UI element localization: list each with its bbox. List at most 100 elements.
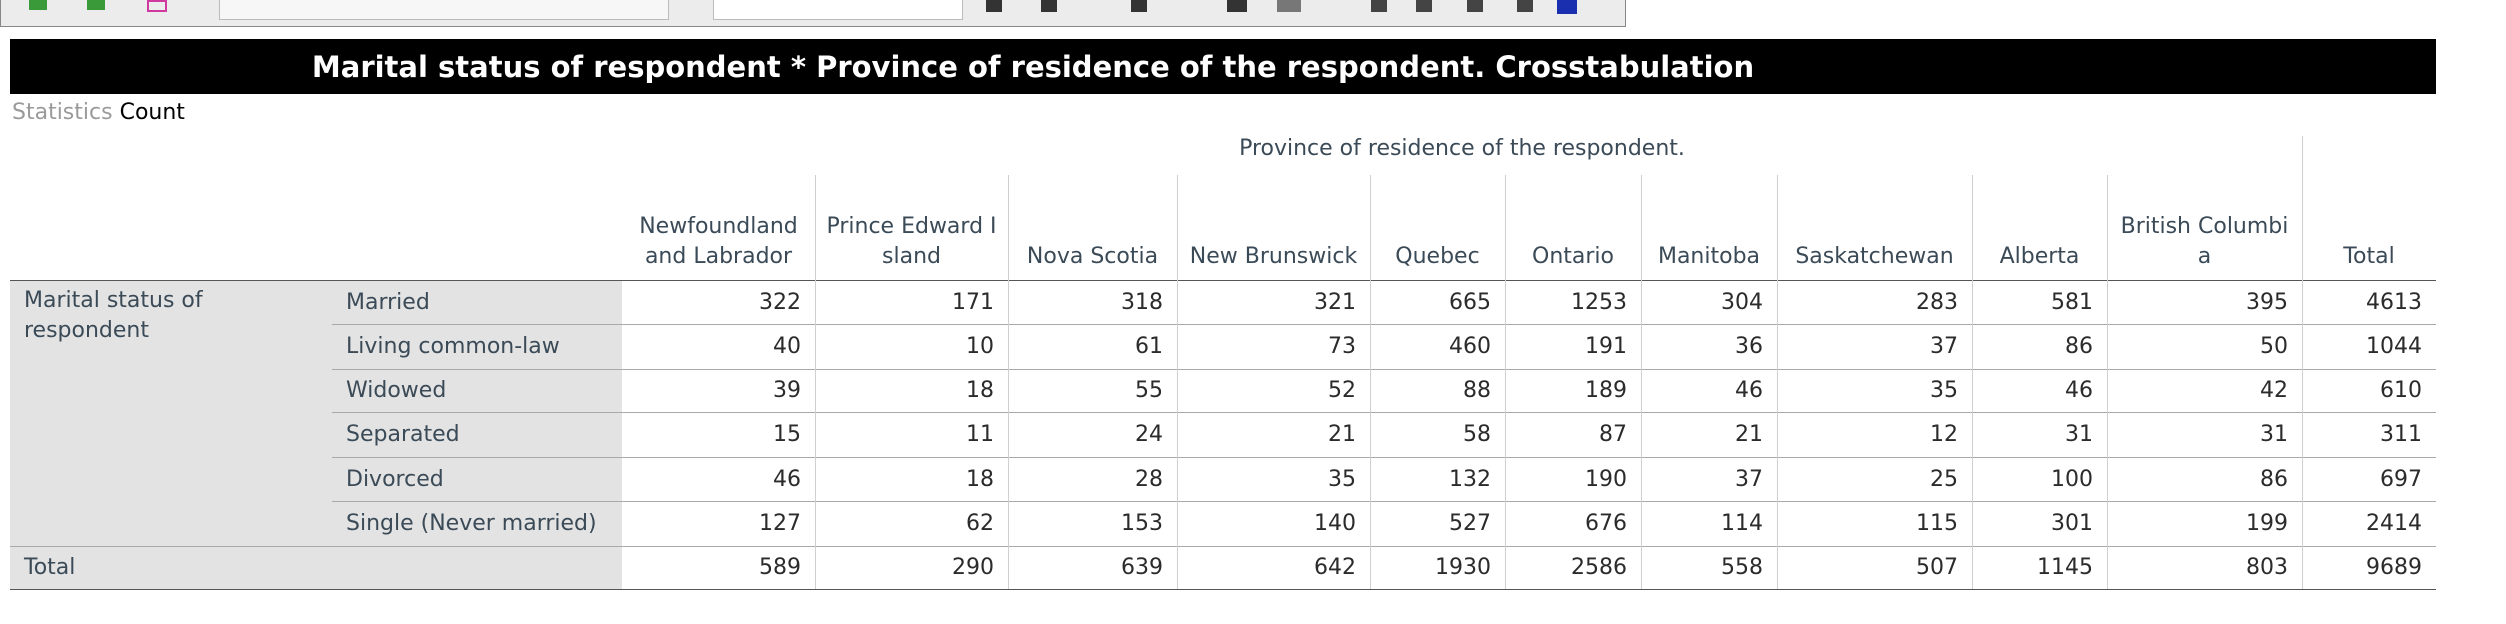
header-divider <box>1972 175 1973 280</box>
value-cell: 1253 <box>1571 289 1627 315</box>
value-cell: 318 <box>1121 289 1163 315</box>
value-cell: 31 <box>2065 422 2093 447</box>
value-cell: 639 <box>1121 555 1163 580</box>
value-cell: 301 <box>2051 511 2093 536</box>
row-group-label: Marital status of respondent <box>24 288 203 343</box>
value-cell: 322 <box>759 289 801 315</box>
toolbar-icon[interactable] <box>87 0 105 10</box>
value-cell: 395 <box>2246 289 2288 315</box>
toolbar-icon[interactable] <box>147 0 167 12</box>
header-divider <box>2107 175 2108 280</box>
value-cell: 21 <box>1328 422 1356 447</box>
toolbar-icon[interactable] <box>1371 0 1387 12</box>
value-cell: 37 <box>1735 466 1763 492</box>
value-cell: 1145 <box>2037 555 2093 580</box>
value-cell: 589 <box>759 555 801 580</box>
column-header: Ontario <box>1532 244 1614 269</box>
value-cell: 321 <box>1314 289 1356 315</box>
toolbar-icon[interactable] <box>1467 0 1483 12</box>
value-cell: 25 <box>1930 466 1958 492</box>
value-cell: 311 <box>2380 422 2422 447</box>
value-cell: 665 <box>1449 289 1491 315</box>
row-line <box>332 412 2436 413</box>
column-divider <box>1641 280 1642 589</box>
value-cell: 46 <box>773 466 801 492</box>
value-cell: 35 <box>1930 378 1958 403</box>
toolbar-icon[interactable] <box>1277 0 1301 12</box>
value-cell: 1930 <box>1435 555 1491 580</box>
toolbar-icon[interactable] <box>986 0 1002 12</box>
row-label: Separated <box>346 422 460 447</box>
value-cell: 18 <box>966 466 994 492</box>
column-divider <box>1008 280 1009 589</box>
column-header: Newfoundland and Labrador <box>639 214 798 269</box>
value-cell: 12 <box>1930 422 1958 447</box>
value-cell: 62 <box>966 511 994 536</box>
column-divider <box>2302 280 2303 589</box>
row-label: Widowed <box>346 378 447 403</box>
toolbar-icon[interactable] <box>1227 0 1247 12</box>
value-cell: 10 <box>966 334 994 359</box>
value-cell: 642 <box>1314 555 1356 580</box>
toolbar-icon[interactable] <box>1517 0 1533 12</box>
toolbar <box>0 0 1626 27</box>
row-line <box>332 457 2436 458</box>
column-header: Saskatchewan <box>1795 244 1954 269</box>
column-divider <box>815 280 816 589</box>
value-cell: 558 <box>1721 555 1763 580</box>
value-cell: 140 <box>1314 511 1356 536</box>
toolbar-icon[interactable] <box>1557 0 1577 14</box>
value-cell: 46 <box>2065 378 2093 403</box>
value-cell: 697 <box>2380 466 2422 492</box>
toolbar-icon[interactable] <box>29 0 47 10</box>
value-cell: 28 <box>1135 466 1163 492</box>
value-cell: 153 <box>1121 511 1163 536</box>
column-divider <box>1777 280 1778 589</box>
table-bottom-line <box>10 589 2436 590</box>
row-line <box>10 546 2436 547</box>
value-cell: 2586 <box>1571 555 1627 580</box>
toolbar-icon[interactable] <box>1416 0 1432 12</box>
value-cell: 127 <box>759 511 801 536</box>
column-divider <box>1972 280 1973 589</box>
column-header: Total <box>2343 244 2395 269</box>
header-divider <box>1177 175 1178 280</box>
value-cell: 190 <box>1585 466 1627 492</box>
table-title: Marital status of respondent * Province … <box>311 49 1755 84</box>
value-cell: 676 <box>1585 511 1627 536</box>
value-cell: 18 <box>966 378 994 403</box>
row-line <box>332 501 2436 502</box>
row-label: Single (Never married) <box>346 511 597 536</box>
column-divider <box>1370 280 1371 589</box>
column-header: British Columbia <box>2120 214 2289 269</box>
value-cell: 36 <box>1735 334 1763 359</box>
column-header: Prince Edward Island <box>826 214 997 269</box>
value-cell: 52 <box>1328 378 1356 403</box>
font-dropdown[interactable] <box>219 0 669 20</box>
column-header: Manitoba <box>1657 244 1761 269</box>
statistics-label: Statistics <box>12 100 113 125</box>
row-label: Divorced <box>346 466 444 492</box>
value-cell: 610 <box>2380 378 2422 403</box>
size-dropdown[interactable] <box>713 0 963 20</box>
column-group-header: Province of residence of the respondent. <box>1239 136 1685 161</box>
column-divider <box>1505 280 1506 589</box>
row-line <box>332 324 2436 325</box>
value-cell: 58 <box>1463 422 1491 447</box>
value-cell: 290 <box>952 555 994 580</box>
value-cell: 73 <box>1328 334 1356 359</box>
row-line <box>332 369 2436 370</box>
value-cell: 189 <box>1585 378 1627 403</box>
column-header: Nova Scotia <box>1026 244 1159 269</box>
value-cell: 460 <box>1449 334 1491 359</box>
value-cell: 50 <box>2260 334 2288 359</box>
value-cell: 4613 <box>2366 289 2422 315</box>
toolbar-icon[interactable] <box>1041 0 1057 12</box>
header-divider <box>1505 175 1506 280</box>
value-cell: 42 <box>2260 378 2288 403</box>
header-divider <box>1777 175 1778 280</box>
value-cell: 86 <box>2065 334 2093 359</box>
value-cell: 171 <box>952 289 994 315</box>
toolbar-icon[interactable] <box>1131 0 1147 12</box>
